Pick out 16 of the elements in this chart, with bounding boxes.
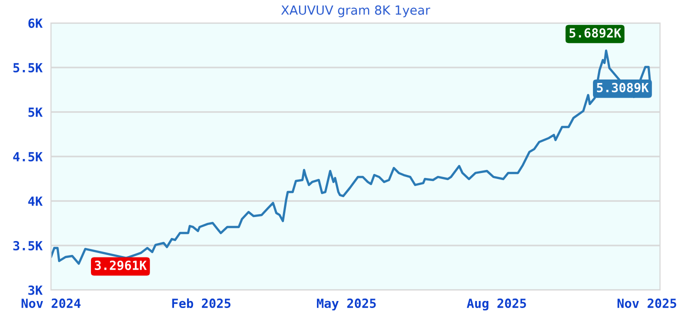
x-tick-label: Nov 2025 <box>618 298 676 308</box>
chart-title: XAUVUV gram 8K 1year <box>281 5 430 18</box>
x-tick-label: Aug 2025 <box>466 298 526 310</box>
y-tick-label: 3.5K <box>13 240 43 250</box>
y-tick-label: 6K <box>28 18 43 28</box>
y-tick-label: 4K <box>28 196 43 206</box>
x-tick-label: Nov 2024 <box>22 298 81 308</box>
y-tick-label: 5K <box>28 108 43 117</box>
annotation: 5.6892K <box>570 28 622 38</box>
y-tick-label: 4.5K <box>13 152 43 162</box>
annotation: 3.2961K <box>94 260 147 270</box>
y-tick-label: 3K <box>28 285 43 295</box>
y-tick-label: 5.5K <box>13 63 43 72</box>
annotation: 5.3089K <box>596 82 649 92</box>
x-tick-label: May 2025 <box>316 298 376 310</box>
x-tick-label: Feb 2025 <box>172 298 230 308</box>
